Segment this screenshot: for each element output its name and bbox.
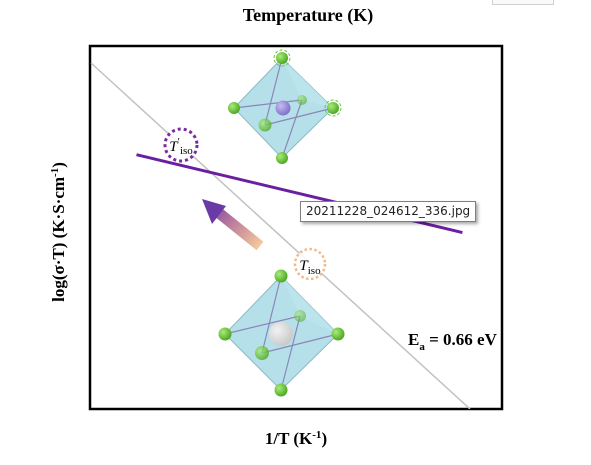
ea-value: = 0.66 eV bbox=[425, 330, 498, 349]
t-iso-prime-prime: ′ bbox=[178, 136, 180, 148]
t-iso-prime-base: T bbox=[169, 139, 179, 155]
x-axis-label-end: ) bbox=[321, 429, 327, 448]
y-axis-label-end: ) bbox=[49, 162, 68, 168]
y-axis-label-main: log(σ·T) (K·S·cm bbox=[49, 177, 68, 302]
t-iso-prime-sub: iso bbox=[180, 145, 193, 157]
octahedron-lower bbox=[218, 269, 345, 397]
shift-arrow bbox=[202, 199, 264, 251]
activation-energy-label: Ea = 0.66 eV bbox=[408, 330, 498, 353]
gray-cation bbox=[269, 322, 293, 346]
t-iso-sub: iso bbox=[308, 265, 321, 277]
plot-frame bbox=[88, 44, 504, 411]
filename-tooltip: 20211228_024612_336.jpg bbox=[300, 201, 477, 222]
x-axis-label-main: 1/T (K bbox=[265, 429, 313, 448]
ea-sub: a bbox=[419, 341, 425, 353]
octahedron-upper bbox=[228, 49, 342, 164]
window-edge-fragment bbox=[492, 0, 554, 5]
purple-cation bbox=[275, 100, 291, 116]
top-axis-label: Temperature (K) bbox=[243, 5, 373, 26]
y-axis-label-sup: -1 bbox=[49, 168, 61, 177]
t-iso-marker: Tiso bbox=[293, 247, 327, 281]
t-iso-base: T bbox=[299, 258, 309, 274]
series-line-1 bbox=[90, 62, 471, 409]
x-axis-label: 1/T (K-1) bbox=[265, 429, 327, 448]
y-axis-label: log(σ·T) (K·S·cm-1) bbox=[49, 162, 68, 302]
x-axis-label-sup: -1 bbox=[312, 429, 321, 441]
svg-text:Tiso: Tiso bbox=[299, 258, 321, 277]
ea-base: E bbox=[408, 330, 419, 349]
svg-text:T′iso: T′iso bbox=[169, 136, 193, 157]
t-iso-prime-marker: T′iso bbox=[163, 127, 199, 163]
